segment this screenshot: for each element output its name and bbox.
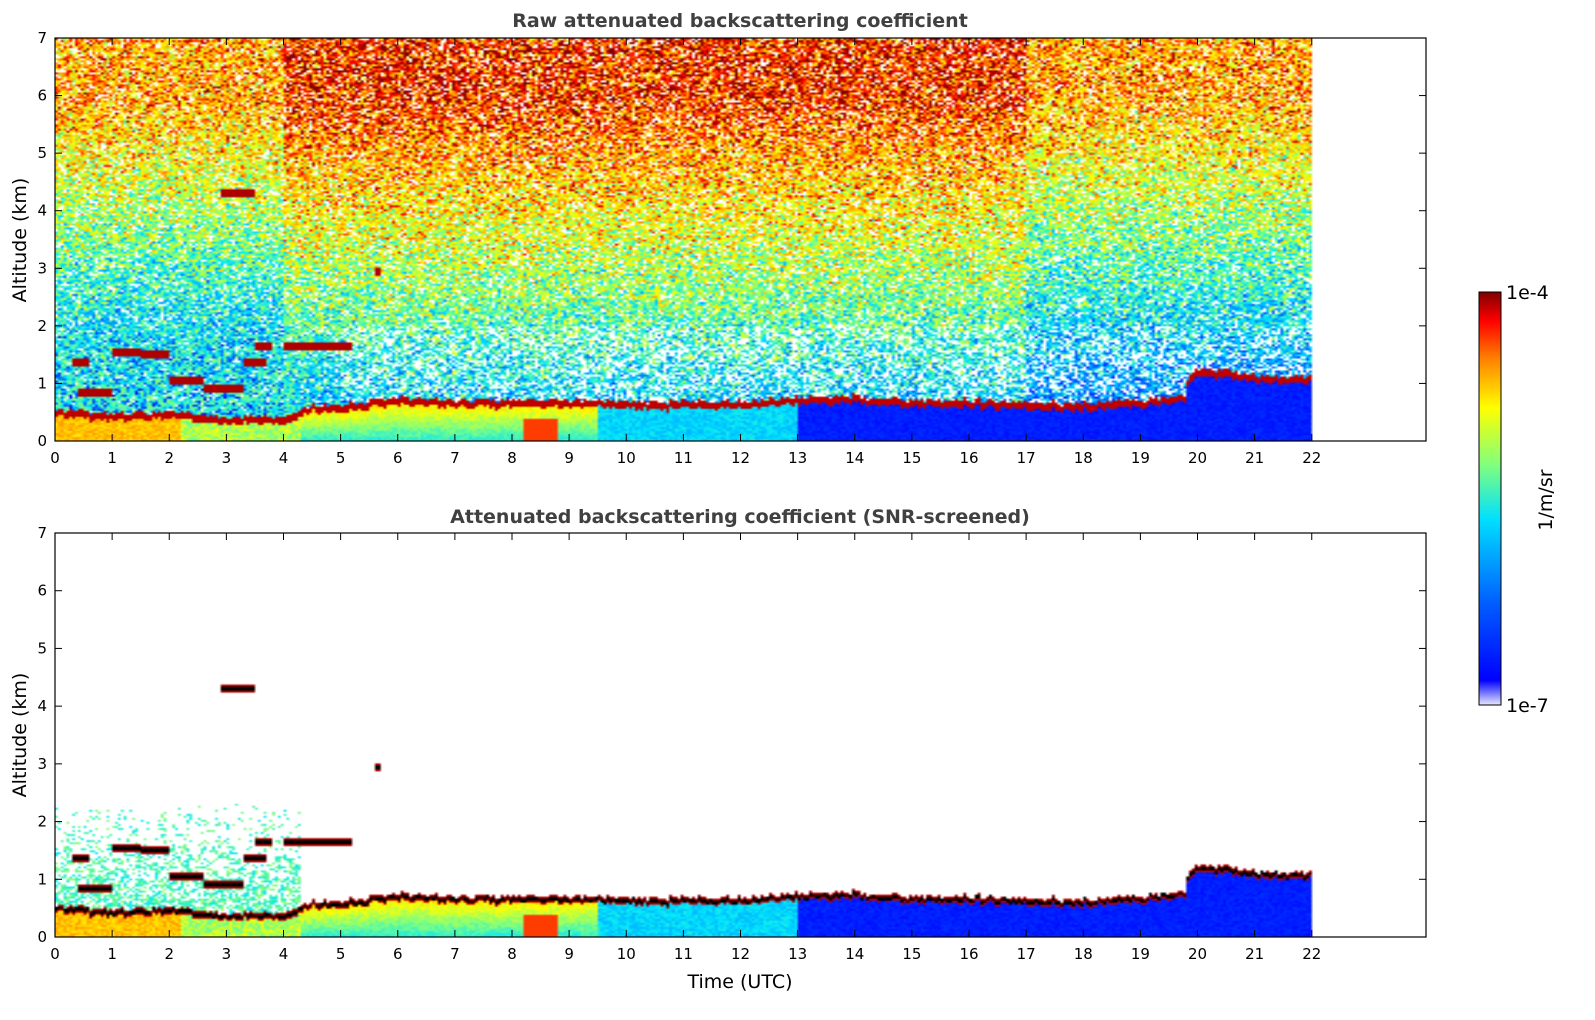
panel2-xtick-label: 4 (279, 945, 289, 963)
x-axis-label: Time (UTC) (686, 971, 792, 993)
panel1-xtick-label: 4 (279, 449, 289, 467)
panel2-ytick-label: 3 (37, 755, 47, 773)
colorbar-max-label: 1e-4 (1506, 282, 1549, 304)
panel1-ytick-label: 5 (37, 144, 47, 162)
colorbar: 1e-4 1e-7 1/m/sr (1478, 282, 1557, 717)
panel2-xtick-label: 0 (50, 945, 60, 963)
panel2-ytick-label: 0 (37, 928, 47, 946)
panel2-xtick-label: 19 (1131, 945, 1150, 963)
panel2-xtick-label: 11 (674, 945, 693, 963)
panel2-ytick-label: 2 (37, 813, 47, 831)
panel2-xtick-label: 5 (336, 945, 346, 963)
panel2-ytick-label: 7 (37, 524, 47, 542)
panel2-ytick-label: 4 (37, 697, 47, 715)
panel2-xtick-label: 14 (845, 945, 864, 963)
panel2-xtick-label: 6 (393, 945, 403, 963)
panel1-ytick-label: 2 (37, 317, 47, 335)
panel1-axes: 0 1 2 3 4 5 6 7 8 9 10 11 12 13 14 15 16 17 18 19 20 21 220123… (37, 29, 1426, 467)
panel1-ytick-label: 1 (37, 374, 47, 392)
panel2-ytick-label: 5 (37, 639, 47, 657)
panel1-heatmap (55, 38, 1426, 441)
panel1-xtick-label: 17 (1017, 449, 1036, 467)
panel2-ytick-label: 1 (37, 870, 47, 888)
panel2-xtick-label: 15 (902, 945, 921, 963)
panel1-xtick-label: 6 (393, 449, 403, 467)
panel2-xtick-label: 1 (107, 945, 117, 963)
panel2-xtick-label: 7 (450, 945, 460, 963)
panel1-xtick-label: 0 (50, 449, 60, 467)
panel1-xtick-label: 19 (1131, 449, 1150, 467)
panel2-xtick-label: 18 (1074, 945, 1093, 963)
colorbar-min-label: 1e-7 (1506, 695, 1549, 717)
panel1-xtick-label: 9 (564, 449, 574, 467)
panel2-xtick-label: 20 (1188, 945, 1207, 963)
panel1-ytick-label: 7 (37, 29, 47, 47)
panel2-xtick-label: 10 (617, 945, 636, 963)
panel2-xtick-label: 17 (1017, 945, 1036, 963)
panel2-xtick-label: 12 (731, 945, 750, 963)
panel1-xtick-label: 12 (731, 449, 750, 467)
panel2-axes: 0 1 2 3 4 5 6 7 8 9 10 11 12 13 14 15 16 17 18 19 20 21 220123… (37, 524, 1426, 963)
panel1-xtick-label: 18 (1074, 449, 1093, 467)
panel1-xtick-label: 5 (336, 449, 346, 467)
colorbar-gradient (1478, 291, 1502, 706)
panel1-xtick-label: 2 (164, 449, 174, 467)
panel2-xtick-label: 16 (959, 945, 978, 963)
panel1-xtick-label: 16 (959, 449, 978, 467)
panel2-xtick-label: 9 (564, 945, 574, 963)
panel1-xtick-label: 10 (617, 449, 636, 467)
panel1-ytick-label: 0 (37, 432, 47, 450)
panel2-title: Attenuated backscattering coefficient (S… (450, 506, 1030, 528)
panel1-title: Raw attenuated backscattering coefficien… (512, 10, 968, 32)
panel1-ytick-label: 3 (37, 259, 47, 277)
panel2-raster (55, 533, 1426, 937)
panel1-xtick-label: 20 (1188, 449, 1207, 467)
panel1-xtick-label: 15 (902, 449, 921, 467)
panel2-xtick-label: 22 (1302, 945, 1321, 963)
panel2-xtick-label: 8 (507, 945, 517, 963)
panel1-xtick-label: 8 (507, 449, 517, 467)
panel1-raster (55, 38, 1426, 441)
panel1-ylabel: Altitude (km) (9, 178, 31, 303)
panel1-ytick-label: 4 (37, 202, 47, 220)
panel2-xtick-label: 21 (1245, 945, 1264, 963)
panel1-ytick-label: 6 (37, 87, 47, 105)
panel1-xtick-label: 13 (788, 449, 807, 467)
panel2-xtick-label: 3 (222, 945, 232, 963)
panel1-xtick-label: 11 (674, 449, 693, 467)
panel1-xtick-label: 22 (1302, 449, 1321, 467)
panel2-xtick-label: 2 (164, 945, 174, 963)
panel2-xtick-label: 13 (788, 945, 807, 963)
panel2-ylabel: Altitude (km) (9, 673, 31, 798)
panel1-xtick-label: 14 (845, 449, 864, 467)
panel1-xtick-label: 21 (1245, 449, 1264, 467)
panel2-ytick-label: 6 (37, 582, 47, 600)
colorbar-unit-label: 1/m/sr (1535, 469, 1557, 530)
panel1-xtick-label: 3 (222, 449, 232, 467)
panel1-xtick-label: 1 (107, 449, 117, 467)
panel2-heatmap (55, 533, 1426, 937)
panel1-xtick-label: 7 (450, 449, 460, 467)
